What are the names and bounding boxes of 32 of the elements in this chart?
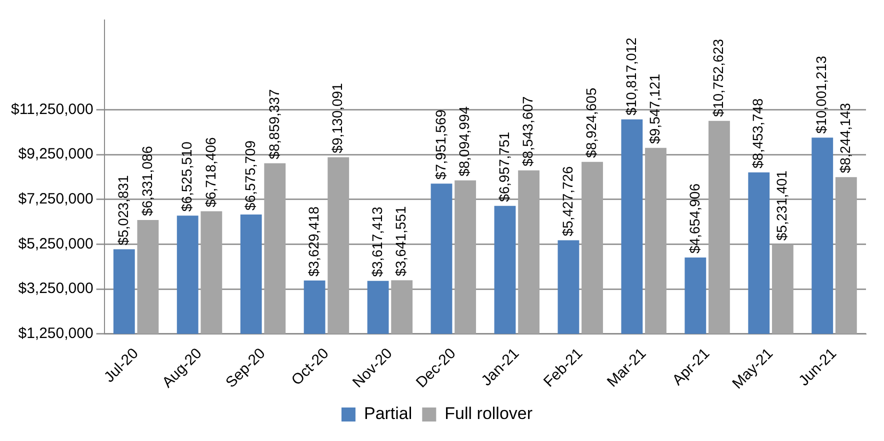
data-label: $6,575,709 xyxy=(242,140,258,210)
data-label: $8,453,748 xyxy=(750,98,766,168)
data-label: $10,001,213 xyxy=(813,56,830,134)
data-label: $8,859,337 xyxy=(266,89,282,160)
data-label: $6,331,086 xyxy=(138,146,155,216)
data-label: $5,231,401 xyxy=(774,170,790,241)
y-tick-label: $11,250,000 xyxy=(10,100,94,118)
data-label: $3,641,551 xyxy=(392,206,409,276)
data-label: $5,427,726 xyxy=(559,166,576,236)
data-label: $6,525,510 xyxy=(178,141,194,212)
data-label: $10,817,012 xyxy=(622,37,639,116)
data-label: $8,924,605 xyxy=(583,88,600,158)
data-label: $8,244,143 xyxy=(837,102,854,174)
y-tick-label: $7,250,000 xyxy=(18,190,94,208)
y-tick-label: $3,250,000 xyxy=(18,280,94,298)
y-tick-label: $5,250,000 xyxy=(18,235,94,252)
data-label: $3,617,413 xyxy=(368,206,385,277)
data-label: $6,718,406 xyxy=(202,137,218,208)
legend-label: Full rollover xyxy=(444,404,533,424)
data-label: $8,094,994 xyxy=(456,106,472,176)
legend-label: Partial xyxy=(364,404,412,424)
data-label: $4,654,906 xyxy=(686,183,702,254)
data-label: $9,130,091 xyxy=(329,82,346,154)
data-label: $9,547,121 xyxy=(646,74,663,144)
data-label: $7,951,569 xyxy=(432,109,448,180)
data-label: $8,543,607 xyxy=(520,96,536,166)
y-tick-label: $9,250,000 xyxy=(18,146,94,163)
data-label: $3,629,418 xyxy=(305,206,322,277)
data-label: $10,752,623 xyxy=(710,38,726,117)
data-label: $6,957,751 xyxy=(496,132,512,202)
y-tick-label: $1,250,000 xyxy=(18,325,94,342)
data-label: $5,023,831 xyxy=(114,175,131,246)
